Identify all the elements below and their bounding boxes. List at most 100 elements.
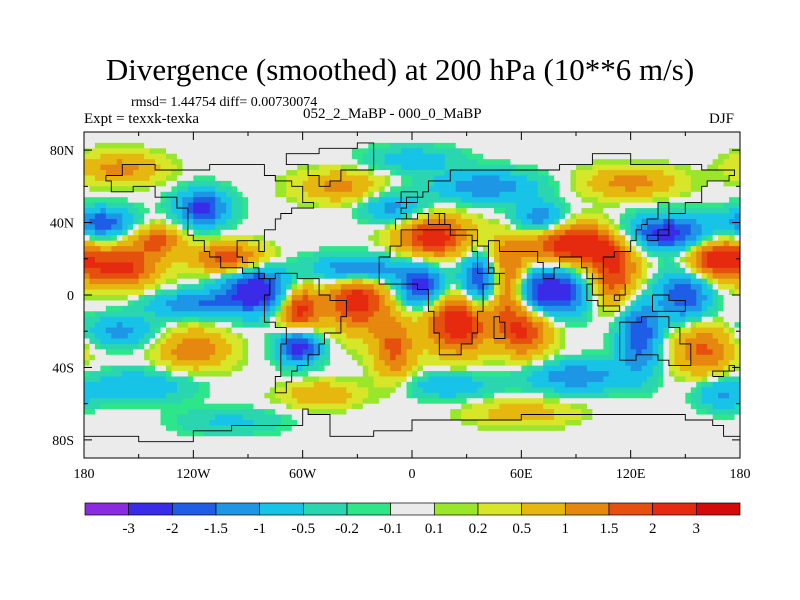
field-cell [652, 349, 659, 356]
field-cell [155, 267, 167, 274]
field-cell [422, 246, 446, 253]
field-cell [652, 273, 665, 280]
field-cell [455, 142, 740, 149]
field-cell [144, 153, 167, 160]
field-cell [182, 398, 205, 405]
field-cell [384, 360, 408, 367]
field-cell [537, 186, 555, 193]
field-cell [477, 300, 484, 307]
field-cell [597, 284, 604, 291]
field-cell [515, 333, 528, 340]
field-cell [160, 289, 178, 296]
stats-text: rmsd= 1.44754 diff= 0.00730074 [131, 95, 318, 110]
field-cell [504, 208, 517, 215]
field-cell [466, 300, 473, 307]
field-cell [351, 148, 369, 155]
field-cell [723, 327, 730, 334]
field-cell [286, 175, 309, 182]
field-cell [603, 338, 610, 345]
field-cell [663, 256, 670, 263]
field-cell [105, 305, 123, 312]
field-cell [319, 349, 326, 356]
x-tick-label: 180 [74, 467, 95, 482]
field-cell [565, 381, 588, 388]
field-cell [94, 322, 118, 329]
coastline [105, 164, 315, 280]
field-cell [559, 180, 572, 187]
field-cell [494, 338, 511, 345]
field-cell [494, 267, 501, 274]
field-cell [581, 273, 588, 280]
field-cell [166, 267, 205, 274]
field-cell [543, 278, 561, 285]
field-cell [433, 251, 446, 258]
field-cell [499, 251, 555, 258]
field-cell [625, 316, 637, 323]
field-cell [171, 170, 183, 177]
field-cell [368, 142, 391, 149]
field-cell [291, 414, 451, 421]
coastline [613, 284, 626, 301]
field-cell [94, 202, 107, 209]
colorbar-swatch [302, 502, 348, 516]
field-cell [630, 300, 637, 307]
field-cell [576, 305, 588, 312]
field-cell [723, 349, 736, 356]
field-cell [351, 392, 369, 399]
field-cell [330, 338, 337, 345]
field-cell [515, 213, 528, 220]
colorbar-label: 2 [649, 521, 657, 537]
field-cell [395, 354, 408, 361]
field-cell [548, 208, 561, 215]
field-cell [515, 284, 522, 291]
field-cell [401, 180, 413, 187]
field-cell [488, 278, 495, 285]
field-cell [94, 409, 162, 416]
field-cell [346, 349, 358, 356]
field-cell [608, 322, 615, 329]
field-cell [554, 322, 566, 329]
field-cell [510, 354, 533, 361]
field-cell [641, 262, 648, 269]
field-cell [144, 213, 167, 220]
field-cell [461, 284, 468, 291]
field-cell [729, 371, 740, 378]
field-cell [412, 251, 435, 258]
field-cell [84, 371, 91, 378]
field-cell [373, 170, 391, 177]
field-cell [712, 414, 736, 421]
field-cell [182, 316, 200, 323]
field-cell [630, 218, 643, 225]
field-cell [526, 327, 539, 334]
field-cell [625, 267, 637, 274]
field-cell [707, 343, 725, 350]
field-cell [379, 338, 386, 345]
field-cell [94, 256, 145, 263]
field-cell [461, 256, 468, 263]
field-cell [565, 267, 572, 274]
field-cell [149, 175, 167, 182]
field-cell [149, 300, 167, 307]
field-cell [94, 343, 101, 350]
colorbar-label: -3 [122, 521, 135, 537]
field-cell [663, 354, 670, 361]
field-cell [625, 327, 632, 334]
field-cell [275, 295, 282, 302]
field-cell [187, 208, 194, 215]
field-cell [215, 208, 227, 215]
field-cell [412, 213, 419, 220]
field-cell [521, 218, 533, 225]
field-cell [351, 354, 364, 361]
field-cell [499, 311, 517, 318]
field-cell [351, 180, 375, 187]
field-cell [373, 284, 386, 291]
field-cell [603, 208, 626, 215]
field-cell [652, 278, 659, 285]
field-cell [84, 153, 101, 160]
field-cell [319, 316, 337, 323]
field-cell [237, 284, 271, 291]
field-cell [455, 392, 484, 399]
field-cell [122, 371, 145, 378]
field-cell [658, 202, 725, 209]
field-cell [712, 267, 740, 274]
